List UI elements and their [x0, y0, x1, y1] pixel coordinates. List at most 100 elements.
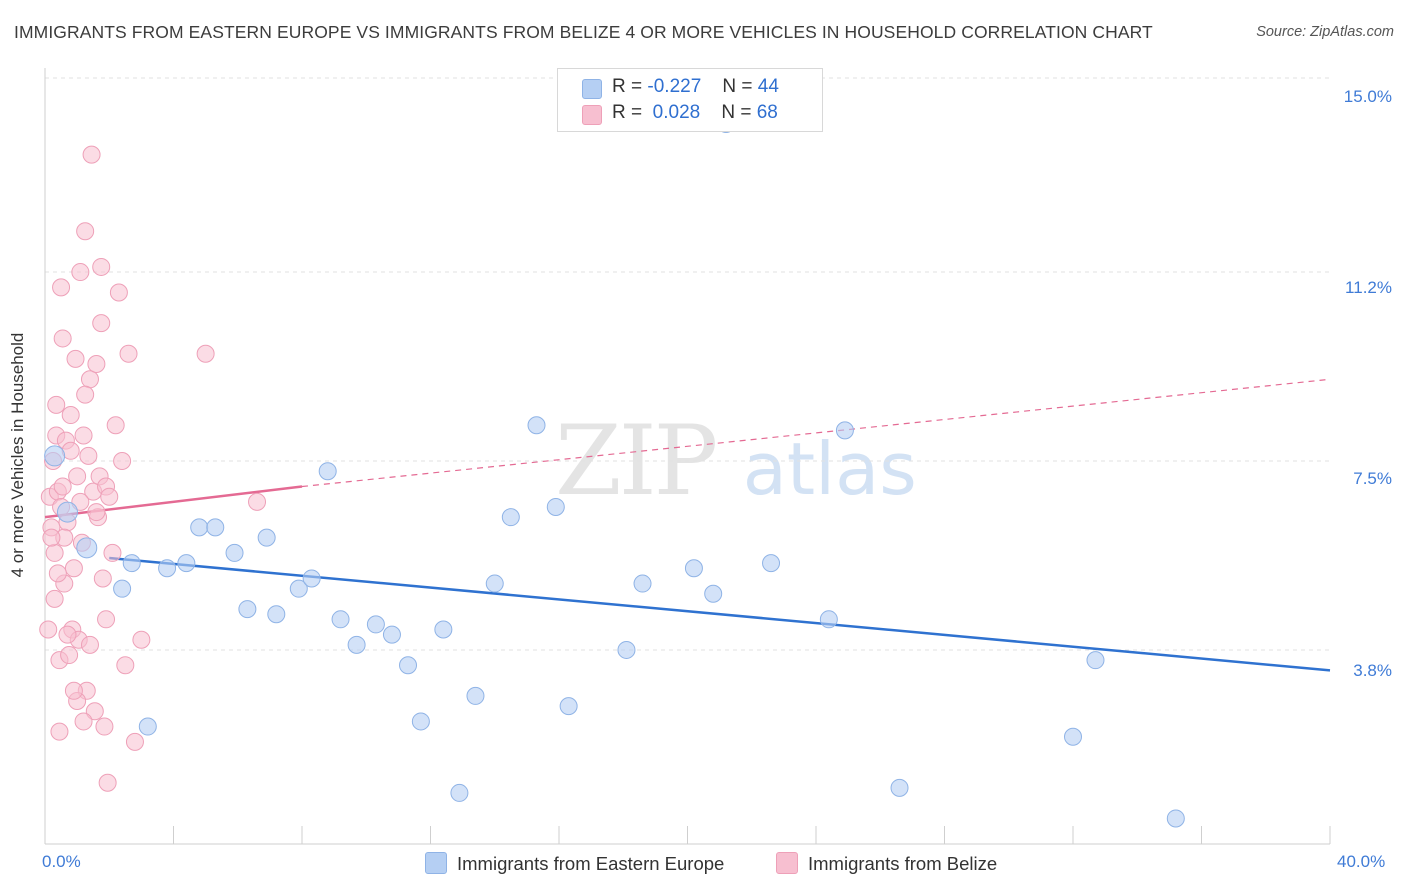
data-point-belize [82, 145, 101, 164]
data-point-belize [106, 416, 125, 435]
y-tick-label: 15.0% [1343, 87, 1392, 106]
data-point-eastern-europe [762, 554, 781, 573]
data-point-belize [50, 722, 69, 741]
data-point-eastern-europe [890, 778, 909, 797]
n-label: N = [722, 76, 753, 97]
legend-swatch-blue [425, 852, 447, 874]
data-point-eastern-europe [257, 528, 276, 547]
data-point-eastern-europe [177, 554, 196, 573]
legend-swatch-blue [582, 79, 602, 99]
data-point-belize [61, 406, 80, 425]
data-point-eastern-europe [501, 508, 520, 527]
data-point-belize [87, 503, 106, 522]
data-point-belize [92, 257, 111, 276]
data-point-belize [60, 646, 79, 665]
data-point-belize [125, 732, 144, 751]
data-point-belize [116, 656, 135, 675]
data-point-belize [76, 222, 95, 241]
y-tick-label: 3.8% [1353, 661, 1392, 680]
trend-line-belize-extension [301, 378, 1331, 488]
data-point-belize [248, 492, 267, 511]
data-point-belize [76, 385, 95, 404]
data-point-eastern-europe [466, 686, 485, 705]
data-point-belize [52, 278, 71, 297]
data-point-belize [64, 681, 83, 700]
data-point-belize [103, 543, 122, 562]
n-value: 68 [756, 102, 778, 123]
data-point-belize [48, 564, 67, 583]
data-point-eastern-europe [684, 559, 703, 578]
data-point-eastern-europe [819, 610, 838, 629]
data-point-belize [97, 610, 116, 629]
y-axis-label: 4 or more Vehicles in Household [8, 332, 27, 578]
data-point-eastern-europe [56, 501, 78, 523]
data-point-belize [100, 487, 119, 506]
data-point-belize [79, 446, 98, 465]
data-point-eastern-europe [617, 640, 636, 659]
data-point-eastern-europe [450, 783, 469, 802]
r-value: -0.227 [647, 76, 702, 97]
data-point-eastern-europe [1086, 651, 1105, 670]
data-point-eastern-europe [318, 462, 337, 481]
r-label: R = [612, 76, 643, 97]
data-point-eastern-europe [434, 620, 453, 639]
trend-lines [44, 378, 1331, 672]
data-point-belize [58, 625, 77, 644]
data-point-eastern-europe [206, 518, 225, 537]
trend-line-eastern-europe [109, 556, 1331, 672]
data-point-eastern-europe [1064, 727, 1082, 746]
data-point-belize [66, 349, 85, 368]
data-point-belize [53, 329, 72, 348]
data-point-eastern-europe [238, 600, 257, 619]
data-point-eastern-europe [382, 625, 401, 644]
data-point-belize [45, 543, 64, 562]
data-point-eastern-europe [399, 656, 418, 675]
n-label: N = [721, 102, 752, 123]
data-point-eastern-europe [347, 635, 366, 654]
data-point-belize [45, 589, 64, 608]
data-point-eastern-europe [113, 579, 132, 598]
data-point-belize [39, 620, 58, 639]
data-point-eastern-europe [158, 559, 177, 578]
legend-label: Immigrants from Eastern Europe [457, 853, 725, 874]
legend-swatch-pink [582, 105, 602, 125]
data-point-belize [98, 773, 117, 792]
data-point-belize [53, 477, 72, 496]
data-point-eastern-europe [76, 537, 98, 559]
data-point-belize [74, 712, 93, 731]
legend-label: Immigrants from Belize [808, 853, 998, 874]
axes [44, 68, 1331, 845]
data-point-eastern-europe [302, 569, 321, 588]
data-point-eastern-europe [190, 518, 209, 537]
data-point-eastern-europe [122, 554, 141, 573]
data-point-eastern-europe [485, 574, 504, 593]
data-point-belize [196, 344, 215, 363]
data-point-belize [93, 569, 112, 588]
data-point-belize [71, 263, 90, 282]
data-point-belize [109, 283, 128, 302]
data-point-eastern-europe [366, 615, 385, 634]
data-point-eastern-europe [835, 421, 854, 440]
data-point-belize [42, 528, 61, 547]
data-point-eastern-europe [633, 574, 652, 593]
data-point-eastern-europe [331, 610, 350, 629]
data-point-belize [95, 717, 114, 736]
legend-item-eastern-europe[interactable]: Immigrants from Eastern Europe [425, 852, 724, 875]
watermark-atlas: atlas [742, 427, 917, 511]
data-point-belize [80, 635, 99, 654]
data-point-belize [47, 395, 66, 414]
data-point-belize [132, 630, 151, 649]
data-point-eastern-europe [546, 497, 565, 516]
x-tick-label: 40.0% [1337, 852, 1386, 871]
data-point-eastern-europe [225, 543, 244, 562]
y-tick-label: 7.5% [1353, 469, 1392, 488]
r-value: 0.028 [652, 102, 701, 123]
data-point-eastern-europe [267, 605, 286, 624]
data-point-belize [87, 354, 106, 373]
series-eastern-europe-points [44, 114, 1185, 828]
data-point-belize [64, 559, 83, 578]
data-point-eastern-europe [138, 717, 157, 736]
data-point-belize [113, 452, 132, 470]
legend-item-belize[interactable]: Immigrants from Belize [776, 852, 997, 875]
